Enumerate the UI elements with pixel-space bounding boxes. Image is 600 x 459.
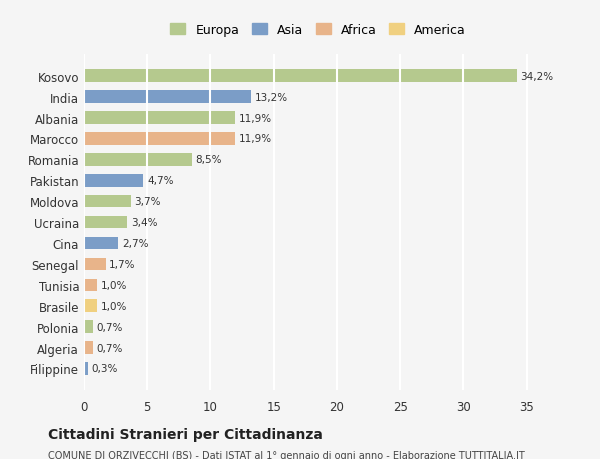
Text: 1,0%: 1,0% xyxy=(100,301,127,311)
Text: 1,7%: 1,7% xyxy=(109,259,136,269)
Bar xyxy=(84,237,118,250)
Text: COMUNE DI ORZIVECCHI (BS) - Dati ISTAT al 1° gennaio di ogni anno - Elaborazione: COMUNE DI ORZIVECCHI (BS) - Dati ISTAT a… xyxy=(48,450,525,459)
Text: 3,7%: 3,7% xyxy=(134,197,161,207)
Bar xyxy=(84,91,251,104)
Legend: Europa, Asia, Africa, America: Europa, Asia, Africa, America xyxy=(164,18,472,43)
Bar xyxy=(84,279,97,291)
Text: 0,3%: 0,3% xyxy=(92,364,118,374)
Text: 8,5%: 8,5% xyxy=(196,155,222,165)
Bar xyxy=(84,300,97,312)
Bar xyxy=(84,154,191,166)
Text: 3,4%: 3,4% xyxy=(131,218,157,228)
Text: 1,0%: 1,0% xyxy=(100,280,127,290)
Text: 11,9%: 11,9% xyxy=(238,134,271,144)
Bar xyxy=(84,216,127,229)
Text: Cittadini Stranieri per Cittadinanza: Cittadini Stranieri per Cittadinanza xyxy=(48,427,323,441)
Text: 34,2%: 34,2% xyxy=(520,72,554,82)
Bar xyxy=(84,321,93,333)
Bar xyxy=(84,133,235,146)
Bar xyxy=(84,70,517,83)
Bar xyxy=(84,341,93,354)
Text: 2,7%: 2,7% xyxy=(122,239,148,248)
Text: 13,2%: 13,2% xyxy=(255,92,288,102)
Bar xyxy=(84,174,143,187)
Text: 4,7%: 4,7% xyxy=(147,176,174,186)
Bar xyxy=(84,196,131,208)
Text: 0,7%: 0,7% xyxy=(97,322,123,332)
Bar xyxy=(84,112,235,124)
Bar xyxy=(84,363,88,375)
Text: 0,7%: 0,7% xyxy=(97,343,123,353)
Bar xyxy=(84,258,106,271)
Text: 11,9%: 11,9% xyxy=(238,113,271,123)
